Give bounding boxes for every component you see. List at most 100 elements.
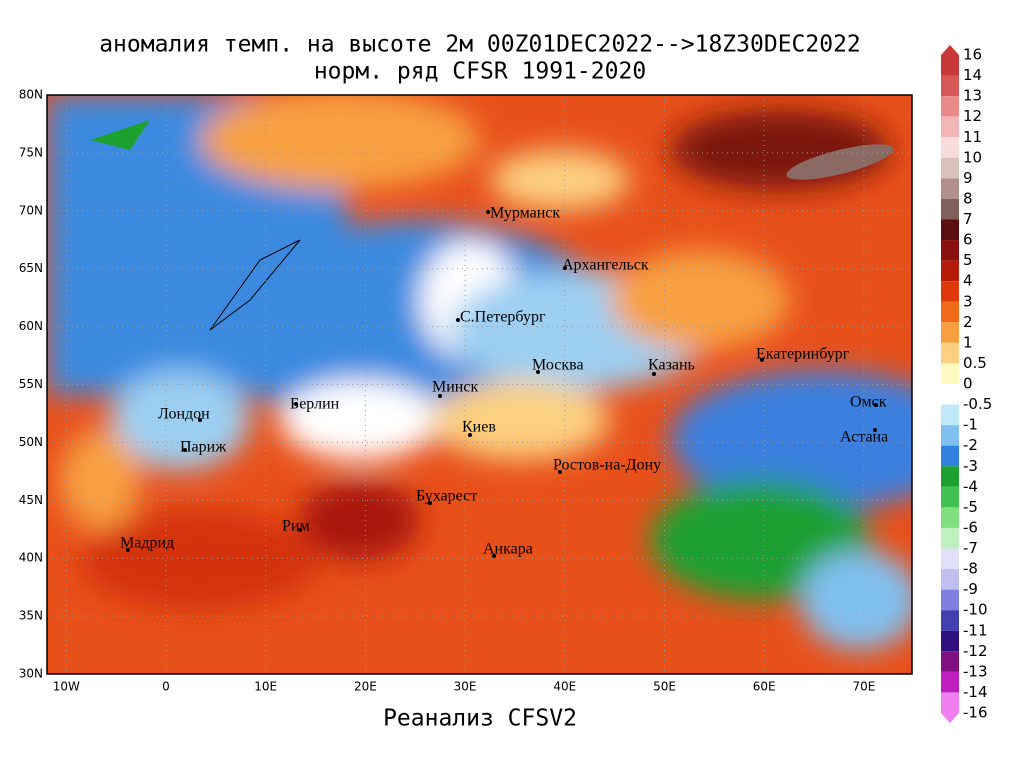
lon-label: 10W [53,680,80,694]
colorbar-label: -3 [963,457,978,475]
city-dot [198,418,202,422]
lon-label: 30E [454,680,477,694]
colorbar-label: -4 [963,477,978,495]
city-label: Лондон [158,406,210,423]
colorbar-end [941,45,959,76]
lat-label: 45N [19,493,43,507]
city-dot [126,548,130,552]
colorbar-label: 2 [963,313,973,331]
colorbar-box [941,651,959,672]
city-label: Ростов-на-Дону [553,457,661,474]
footer: Реанализ CFSV2 [383,706,577,732]
colorbar-label: 1 [963,333,973,351]
city-dot [492,554,496,558]
colorbar-box [941,548,959,570]
lon-label: 70E [852,680,875,694]
colorbar-label: 5 [963,251,973,269]
city-label: Анкара [483,541,533,558]
colorbar-label: -0.5 [963,395,992,413]
city-label: Казань [648,357,695,374]
colorbar-box [941,342,959,364]
city-dot [874,403,878,407]
colorbar-label: 7 [963,210,973,228]
city-label: Москва [532,357,584,374]
lon-label: 50E [653,680,676,694]
colorbar-label: -7 [963,539,978,557]
colorbar-label: -12 [963,642,988,660]
lat-label: 55N [19,377,43,391]
city-label: Мадрид [120,535,174,552]
colorbar-label: 8 [963,189,973,207]
lon-label: 60E [753,680,776,694]
city-label: Омск [850,394,887,411]
lon-label: 0 [162,680,170,694]
colorbar-box [941,219,959,241]
colorbar-label: -11 [963,621,988,639]
city-dot [294,402,298,406]
city-label: Берлин [290,396,340,413]
city-dot [873,428,877,432]
lon-label: 40E [553,680,576,694]
colorbar-label: 12 [963,107,982,125]
city-dot [760,358,764,362]
lon-label: 20E [354,680,377,694]
lon-label: 10E [254,680,277,694]
colorbar-label: 13 [963,87,982,105]
cities: Мурманск Архангельск С.Петербург Москва Каза… [120,205,888,558]
city-label: Мурманск [490,205,560,222]
colorbar-box [941,384,959,405]
city-dot [468,433,472,437]
city-dot [428,501,432,505]
colorbar-box [941,178,959,199]
colorbar-label: -10 [963,601,988,619]
city-dot [486,210,490,214]
city-label: Париж [180,439,227,456]
colorbar-box [941,363,959,384]
city-dot [183,448,187,452]
lat-label: 40N [19,551,43,565]
city-dot [438,394,442,398]
lat-label: 80N [19,88,43,102]
city-dot [456,318,460,322]
graticule: 80N 75N 70N 65N 60N 55N 50N 45N 40N 35N 30N 10W 0 10E… [19,88,912,694]
colorbar-box [941,527,959,549]
colorbar-box [941,610,959,631]
map-frame [46,94,913,675]
lat-label: 50N [19,435,43,449]
city-label: Рим [282,518,310,535]
colorbar-box [941,589,959,611]
colorbar-end [941,692,959,723]
colorbar-box [941,486,959,508]
lat-label: 75N [19,145,43,159]
colorbar-label: -6 [963,518,978,536]
city-dot [563,266,567,270]
lat-label: 65N [19,261,43,275]
colorbar-box [941,569,959,590]
colorbar-box [941,198,959,220]
colorbar-box [941,96,959,117]
colorbar-box [941,466,959,487]
city-label: Астана [840,429,888,446]
colorbar: 16 14 13 12 11 10 9 8 7 6 5 4 3 2 1 0.5 0 -0.5 -1 -2 -3 -4 -5 -… [941,45,992,723]
title: аномалия темп. на высоте 2м 00Z01DEC2022… [99,32,861,58]
city-label: Минск [432,379,478,396]
city-label: С.Петербург [460,309,546,326]
colorbar-label: 9 [963,169,973,187]
colorbar-label: -8 [963,560,978,578]
city-dot [558,470,562,474]
colorbar-box [941,75,959,97]
colorbar-label: -5 [963,498,978,516]
colorbar-box [941,322,959,343]
colorbar-label: 6 [963,231,973,249]
colorbar-box [941,425,959,446]
colorbar-box [941,445,959,467]
anomaly-field [47,95,912,674]
city-dot [298,528,302,532]
colorbar-label: 0 [963,375,973,393]
colorbar-label: 11 [963,128,982,146]
colorbar-label: -1 [963,416,978,434]
colorbar-label: -16 [963,704,988,722]
lat-label: 60N [19,319,43,333]
colorbar-label: 3 [963,292,973,310]
